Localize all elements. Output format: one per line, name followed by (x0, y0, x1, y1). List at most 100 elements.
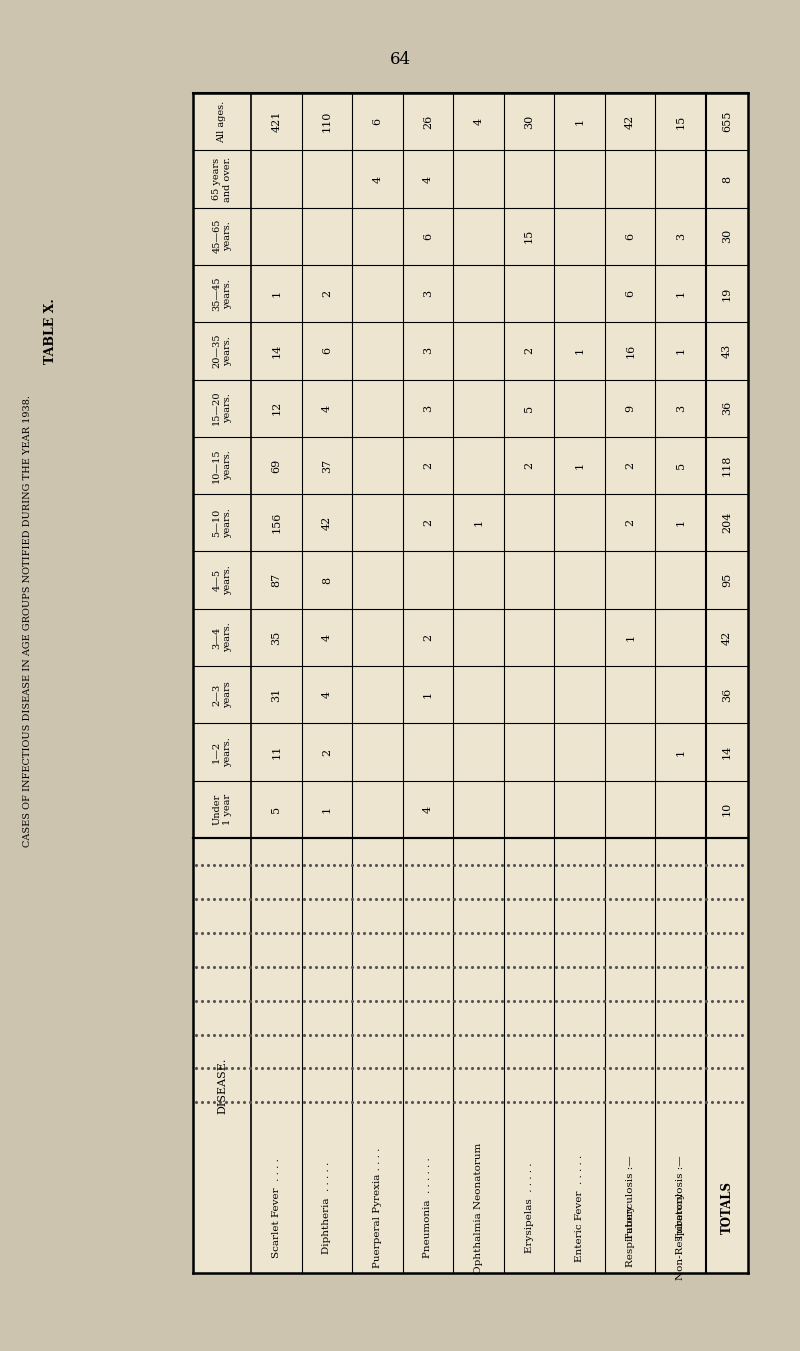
Text: 204: 204 (722, 512, 732, 534)
Text: 8: 8 (722, 176, 732, 182)
Bar (193, 93, 748, 1273)
Text: 30: 30 (524, 115, 534, 128)
Text: 87: 87 (271, 573, 282, 588)
Text: TABLE X.: TABLE X. (43, 299, 57, 363)
Text: Scarlet Fever  . . . .: Scarlet Fever . . . . (272, 1158, 281, 1258)
Text: 14: 14 (271, 343, 282, 358)
Text: Pneumonia  . . . . . .: Pneumonia . . . . . . (423, 1158, 433, 1258)
Text: 5: 5 (524, 405, 534, 412)
Text: 4: 4 (322, 634, 332, 640)
Text: 16: 16 (625, 343, 635, 358)
Text: 1: 1 (474, 519, 483, 527)
Text: 5—10
years.: 5—10 years. (212, 508, 232, 538)
Text: 4: 4 (474, 118, 483, 126)
Text: 36: 36 (722, 401, 732, 415)
Text: 1: 1 (574, 462, 585, 469)
Text: Ophthalmia Neonatorum: Ophthalmia Neonatorum (474, 1143, 483, 1274)
Text: 2: 2 (423, 634, 433, 640)
Text: 42: 42 (722, 631, 732, 644)
Text: 2: 2 (423, 519, 433, 527)
Text: 30: 30 (722, 230, 732, 243)
Text: 6: 6 (625, 290, 635, 297)
Text: 4: 4 (372, 176, 382, 182)
Text: 1: 1 (322, 805, 332, 813)
Text: 118: 118 (722, 455, 732, 476)
Text: 8: 8 (322, 577, 332, 584)
Text: 65 years
and over.: 65 years and over. (212, 157, 232, 201)
Text: 6: 6 (423, 232, 433, 240)
Text: All ages.: All ages. (218, 100, 226, 143)
Text: 2: 2 (625, 462, 635, 469)
Text: TOTALS: TOTALS (721, 1182, 734, 1235)
Text: 1: 1 (676, 748, 686, 755)
Text: Tuberculosis :—: Tuberculosis :— (626, 1155, 634, 1240)
Text: 15: 15 (524, 230, 534, 243)
Text: 1: 1 (625, 634, 635, 640)
Text: 3: 3 (676, 232, 686, 240)
Text: 3: 3 (423, 347, 433, 354)
Text: 11: 11 (271, 744, 282, 759)
Text: 12: 12 (271, 401, 282, 415)
Text: DISEASE.: DISEASE. (217, 1058, 227, 1113)
Text: 19: 19 (722, 286, 732, 301)
Text: 5: 5 (676, 462, 686, 469)
Text: 2: 2 (524, 347, 534, 354)
Text: 43: 43 (722, 343, 732, 358)
Text: 4: 4 (322, 692, 332, 698)
Text: Diphtheria  . . . . .: Diphtheria . . . . . (322, 1162, 331, 1254)
Text: 5: 5 (271, 805, 282, 813)
Text: Enteric Fever  . . . . .: Enteric Fever . . . . . (575, 1154, 584, 1262)
Text: 36: 36 (722, 688, 732, 703)
Text: 4: 4 (423, 805, 433, 813)
Text: 2: 2 (322, 748, 332, 755)
Text: 6: 6 (625, 232, 635, 240)
Text: 3: 3 (423, 405, 433, 412)
Text: 10—15
years.: 10—15 years. (212, 449, 232, 482)
Text: 4: 4 (322, 405, 332, 412)
Text: 1: 1 (423, 692, 433, 698)
Text: 95: 95 (722, 573, 732, 588)
Text: 64: 64 (390, 51, 410, 68)
Text: Non-Respiratory: Non-Respiratory (676, 1193, 686, 1293)
Text: 6: 6 (322, 347, 332, 354)
Text: 31: 31 (271, 688, 282, 703)
Text: 2: 2 (423, 462, 433, 469)
Text: 2: 2 (322, 290, 332, 297)
Text: 2: 2 (625, 519, 635, 527)
Text: 3: 3 (423, 290, 433, 297)
Text: Respiratory: Respiratory (626, 1205, 634, 1281)
Text: 1: 1 (271, 290, 282, 297)
Text: 14: 14 (722, 744, 732, 759)
Text: 1—2
years.: 1—2 years. (212, 738, 232, 767)
Text: 37: 37 (322, 458, 332, 473)
Text: Tuberculosis :—: Tuberculosis :— (676, 1155, 686, 1240)
Text: Puerperal Pyrexia . . . .: Puerperal Pyrexia . . . . (373, 1148, 382, 1269)
Text: 655: 655 (722, 111, 732, 132)
Text: 421: 421 (271, 111, 282, 132)
Text: 35—45
years.: 35—45 years. (212, 277, 232, 311)
Text: 156: 156 (271, 512, 282, 534)
Text: 2: 2 (524, 462, 534, 469)
Text: 1: 1 (574, 347, 585, 354)
Text: 110: 110 (322, 111, 332, 132)
Text: 1: 1 (676, 290, 686, 297)
Text: 69: 69 (271, 458, 282, 473)
Text: 42: 42 (322, 516, 332, 530)
Text: 42: 42 (625, 115, 635, 128)
Text: 4—5
years.: 4—5 years. (212, 565, 232, 594)
Text: 3—4
years.: 3—4 years. (212, 623, 232, 653)
Text: 1: 1 (574, 118, 585, 126)
Text: 1: 1 (676, 347, 686, 354)
Text: 20—35
years.: 20—35 years. (212, 334, 232, 367)
Text: 6: 6 (372, 118, 382, 126)
Text: 15: 15 (676, 115, 686, 128)
Text: 4: 4 (423, 176, 433, 182)
Text: 1: 1 (676, 519, 686, 527)
Text: 9: 9 (625, 405, 635, 412)
Text: Under
1 year: Under 1 year (212, 794, 232, 825)
Text: 2—3
years: 2—3 years (212, 681, 232, 708)
Text: 26: 26 (423, 115, 433, 128)
Text: 35: 35 (271, 631, 282, 644)
Text: 10: 10 (722, 802, 732, 816)
Text: 15—20
years.: 15—20 years. (212, 390, 232, 426)
